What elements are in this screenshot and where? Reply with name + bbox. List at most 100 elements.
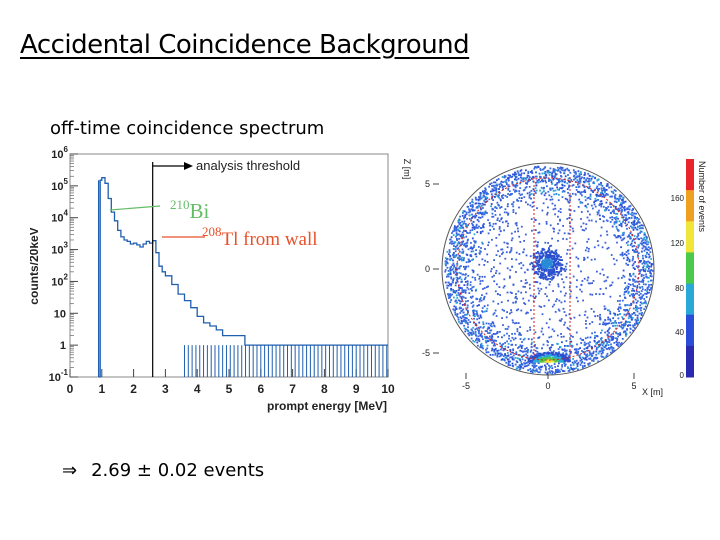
event-point: [608, 347, 610, 349]
event-point: [455, 266, 457, 269]
event-point: [582, 339, 585, 341]
event-point: [466, 217, 468, 220]
event-point: [554, 300, 557, 303]
event-point: [504, 175, 507, 178]
event-point: [621, 200, 624, 202]
event-point: [535, 262, 538, 265]
event-point: [644, 289, 647, 291]
event-point: [532, 360, 535, 363]
event-point: [514, 230, 516, 233]
event-point: [453, 254, 456, 257]
event-point: [469, 229, 472, 232]
event-point: [563, 190, 566, 193]
event-point: [618, 200, 620, 202]
event-point: [502, 286, 505, 289]
event-point: [601, 246, 604, 249]
event-point: [524, 271, 526, 274]
event-point: [471, 215, 474, 218]
event-point: [452, 230, 454, 233]
event-point: [634, 237, 637, 240]
event-point: [632, 296, 635, 299]
event-point: [505, 220, 508, 223]
event-point: [632, 307, 635, 310]
event-point: [464, 328, 467, 330]
event-point: [447, 293, 449, 295]
event-point: [463, 284, 466, 286]
event-point: [530, 193, 533, 195]
event-point: [569, 295, 572, 298]
event-point: [556, 169, 559, 172]
event-point: [599, 316, 601, 319]
event-point: [640, 280, 642, 283]
event-point: [639, 317, 642, 320]
event-point: [567, 328, 570, 330]
event-point: [461, 256, 463, 259]
event-point: [455, 226, 458, 229]
event-point: [550, 352, 553, 354]
event-point: [605, 339, 607, 341]
event-point: [463, 327, 466, 330]
event-point: [543, 194, 546, 197]
event-point: [614, 320, 617, 322]
event-point: [488, 222, 491, 224]
event-point: [554, 265, 557, 268]
event-point: [510, 239, 513, 242]
event-point: [597, 178, 600, 181]
event-point: [622, 325, 625, 328]
event-point: [545, 251, 548, 253]
event-point: [554, 260, 556, 263]
event-point: [608, 328, 610, 331]
event-point: [460, 320, 463, 322]
event-point: [515, 251, 518, 254]
event-point: [487, 326, 490, 329]
event-point: [541, 209, 544, 212]
event-point: [583, 353, 586, 355]
event-point: [586, 353, 588, 356]
event-point: [595, 350, 598, 353]
event-point: [632, 249, 634, 251]
event-point: [570, 179, 573, 181]
event-point: [608, 348, 611, 351]
event-point: [633, 249, 635, 252]
event-point: [621, 198, 624, 201]
event-point: [533, 194, 535, 196]
event-point: [588, 322, 591, 325]
event-point: [586, 197, 589, 200]
event-point: [612, 322, 615, 325]
event-point: [636, 317, 639, 319]
event-point: [458, 230, 461, 233]
event-point: [484, 210, 487, 213]
event-point: [546, 213, 548, 216]
event-point: [619, 207, 622, 210]
event-point: [617, 235, 620, 237]
event-point: [615, 216, 618, 218]
event-point: [628, 234, 630, 237]
event-point: [626, 289, 629, 292]
event-point: [556, 334, 559, 337]
event-point: [556, 256, 559, 259]
event-point: [560, 301, 563, 304]
event-point: [591, 352, 593, 355]
event-point: [481, 279, 484, 282]
event-point: [615, 337, 617, 340]
event-point: [472, 339, 474, 342]
event-point: [623, 275, 626, 278]
event-point: [565, 268, 568, 271]
event-point: [571, 368, 573, 370]
event-point: [466, 241, 469, 244]
event-point: [507, 325, 510, 328]
event-point: [466, 280, 469, 283]
event-point: [642, 227, 645, 230]
event-point: [564, 363, 567, 366]
event-point: [541, 261, 544, 264]
event-point: [563, 311, 566, 313]
event-point: [544, 277, 547, 280]
event-point: [489, 339, 492, 342]
event-point: [610, 186, 613, 189]
event-point: [640, 230, 643, 233]
event-point: [557, 285, 560, 288]
event-point: [539, 354, 542, 357]
event-point: [489, 329, 491, 332]
event-point: [572, 184, 575, 186]
event-point: [551, 175, 554, 178]
